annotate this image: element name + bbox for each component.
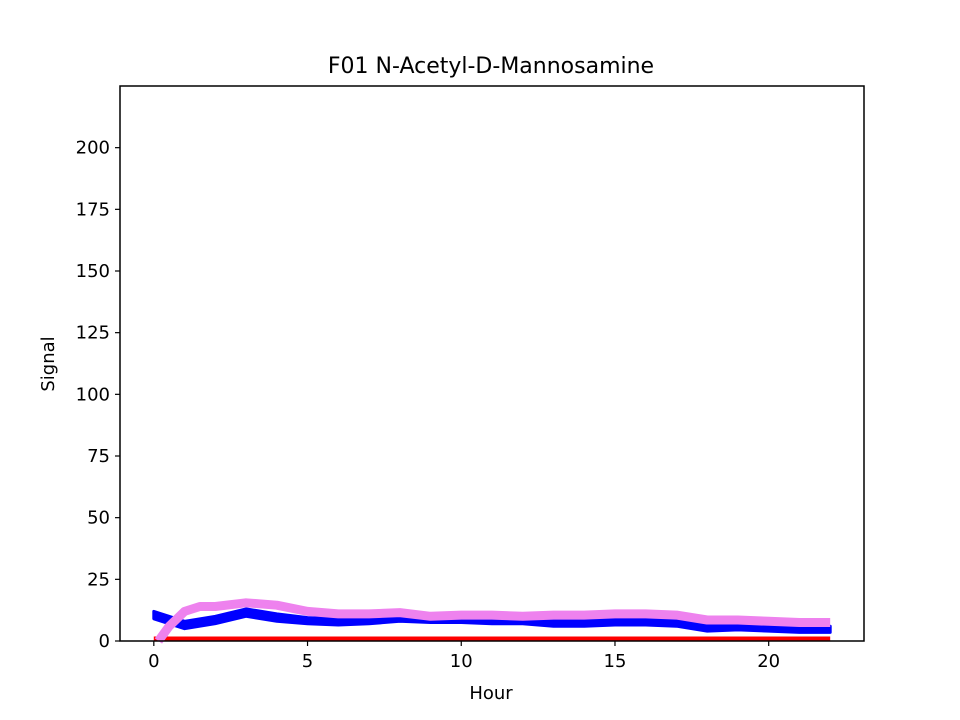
x-tick-label: 5: [302, 651, 313, 672]
series-2-line: [154, 598, 831, 644]
x-tick-label: 20: [757, 651, 780, 672]
y-axis-label: Signal: [38, 336, 59, 391]
y-tick-label: 150: [76, 261, 110, 282]
plot-frame: [119, 85, 865, 642]
x-tick-label: 15: [604, 651, 627, 672]
chart-title: F01 N-Acetyl-D-Mannosamine: [328, 54, 654, 79]
y-tick-label: 200: [76, 138, 110, 159]
y-tick-label: 75: [87, 446, 110, 467]
y-tick-label: 175: [76, 199, 110, 220]
y-tick-label: 25: [87, 569, 110, 590]
y-tick-label: 100: [76, 384, 110, 405]
x-axis-label: Hour: [469, 683, 513, 704]
y-tick-label: 0: [99, 631, 110, 652]
series-layer: [152, 598, 832, 644]
x-tick-label: 10: [450, 651, 473, 672]
y-tick-label: 125: [76, 323, 110, 344]
y-tick-label: 50: [87, 508, 110, 529]
x-tick-label: 0: [148, 651, 159, 672]
